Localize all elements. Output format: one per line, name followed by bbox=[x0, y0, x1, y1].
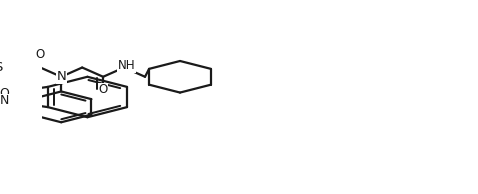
Text: S: S bbox=[0, 61, 2, 74]
Text: O: O bbox=[0, 87, 9, 100]
Text: O: O bbox=[36, 48, 45, 61]
Text: NH: NH bbox=[118, 60, 135, 73]
Text: O: O bbox=[98, 83, 108, 96]
Text: N: N bbox=[0, 94, 9, 107]
Text: N: N bbox=[56, 70, 66, 83]
